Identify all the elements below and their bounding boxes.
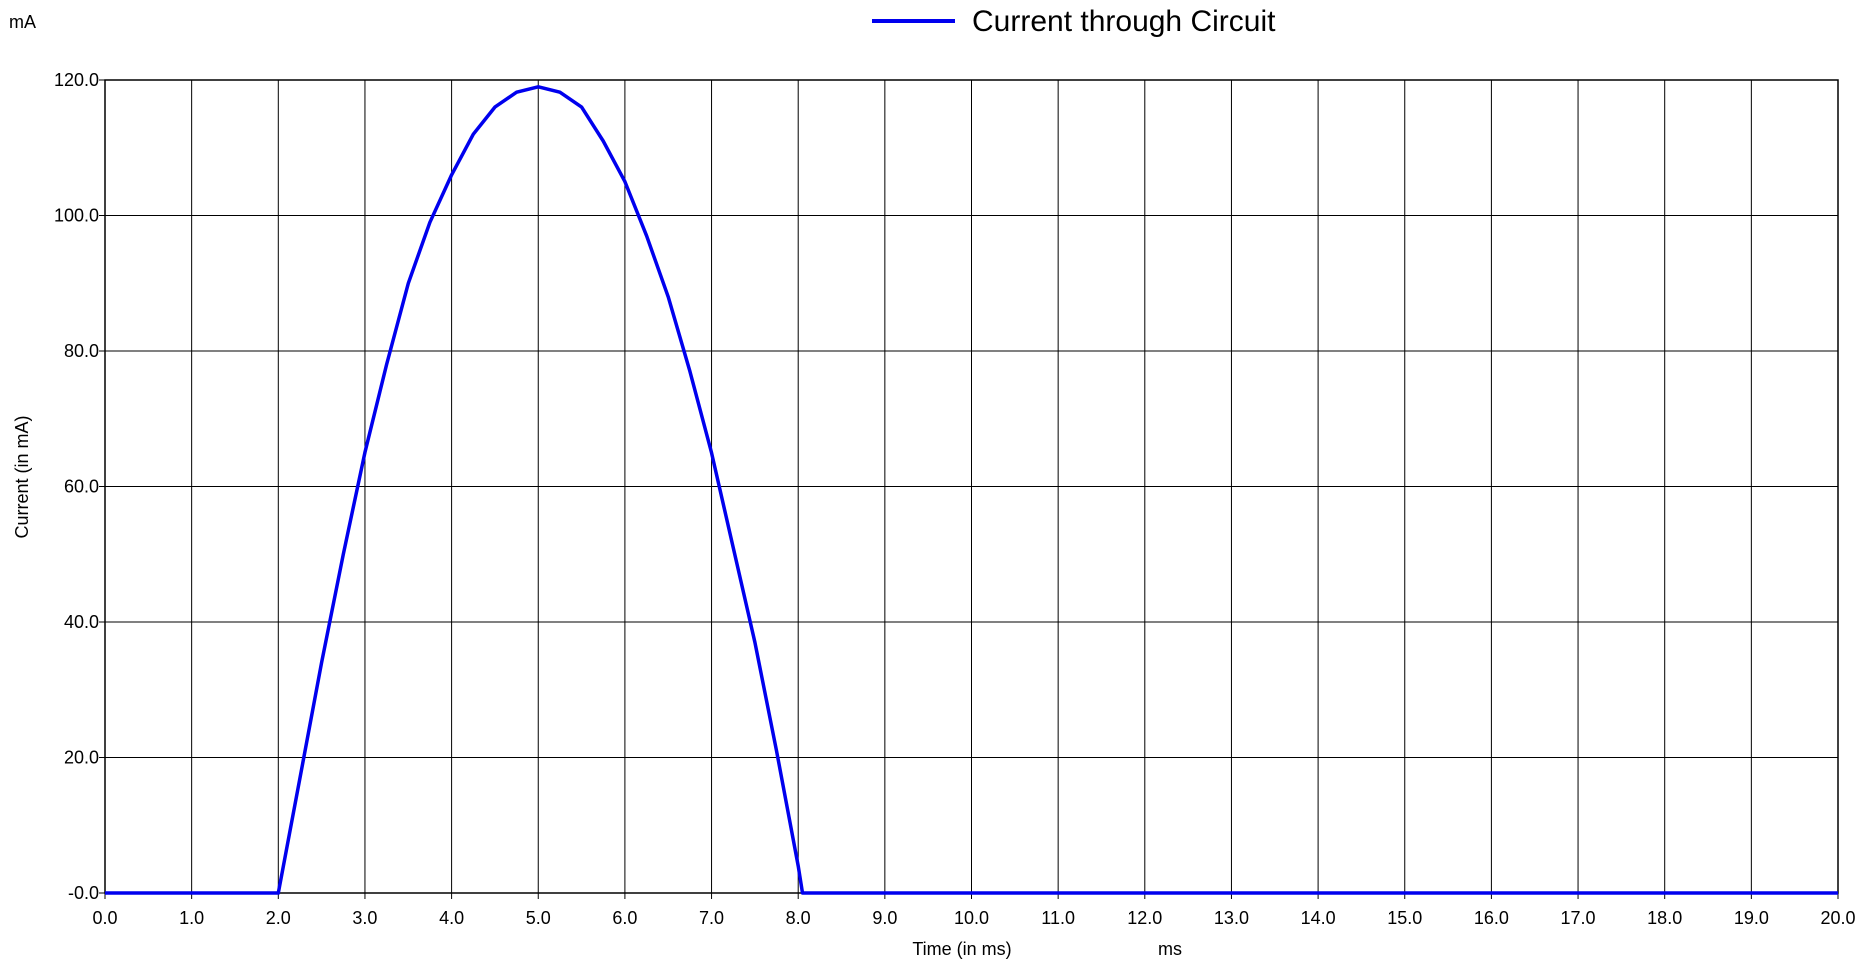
x-tick-label: 10.0 <box>954 908 989 928</box>
x-tick-label: 2.0 <box>266 908 291 928</box>
x-tick-label: 7.0 <box>699 908 724 928</box>
tick-marks <box>99 79 1839 899</box>
x-tick-label: 17.0 <box>1561 908 1596 928</box>
x-tick-label: 18.0 <box>1647 908 1682 928</box>
grid-lines <box>105 80 1838 893</box>
y-tick-label: 20.0 <box>64 748 99 768</box>
x-tick-label: 13.0 <box>1214 908 1249 928</box>
y-tick-label: -0.0 <box>68 883 99 903</box>
x-tick-label: 15.0 <box>1387 908 1422 928</box>
y-axis-title: Current (in mA) <box>12 415 32 538</box>
y-tick-label: 80.0 <box>64 341 99 361</box>
legend: Current through Circuit <box>872 5 1276 38</box>
y-tick-label: 120.0 <box>54 70 99 90</box>
x-tick-label: 11.0 <box>1041 908 1075 928</box>
y-tick-label: 100.0 <box>54 206 99 226</box>
legend-label: Current through Circuit <box>972 5 1276 38</box>
y-tick-label: 40.0 <box>64 612 99 632</box>
series-layer <box>105 85 1838 895</box>
x-tick-label: 3.0 <box>352 908 377 928</box>
x-tick-label: 16.0 <box>1474 908 1509 928</box>
x-tick-label: 19.0 <box>1734 908 1769 928</box>
y-unit-label: mA <box>9 12 36 32</box>
x-tick-label: 0.0 <box>92 908 117 928</box>
x-tick-label: 20.0 <box>1820 908 1855 928</box>
series-line <box>105 85 1838 895</box>
y-tick-label: 60.0 <box>64 477 99 497</box>
x-tick-label: 6.0 <box>612 908 637 928</box>
x-tick-label: 4.0 <box>439 908 464 928</box>
x-tick-label: 1.0 <box>179 908 204 928</box>
x-tick-label: 9.0 <box>872 908 897 928</box>
x-tick-label: 12.0 <box>1127 908 1162 928</box>
x-tick-label: 14.0 <box>1301 908 1336 928</box>
x-tick-label: 5.0 <box>526 908 551 928</box>
x-axis-title: Time (in ms) <box>912 939 1011 959</box>
x-unit-label: ms <box>1158 939 1182 959</box>
x-tick-label: 8.0 <box>786 908 811 928</box>
